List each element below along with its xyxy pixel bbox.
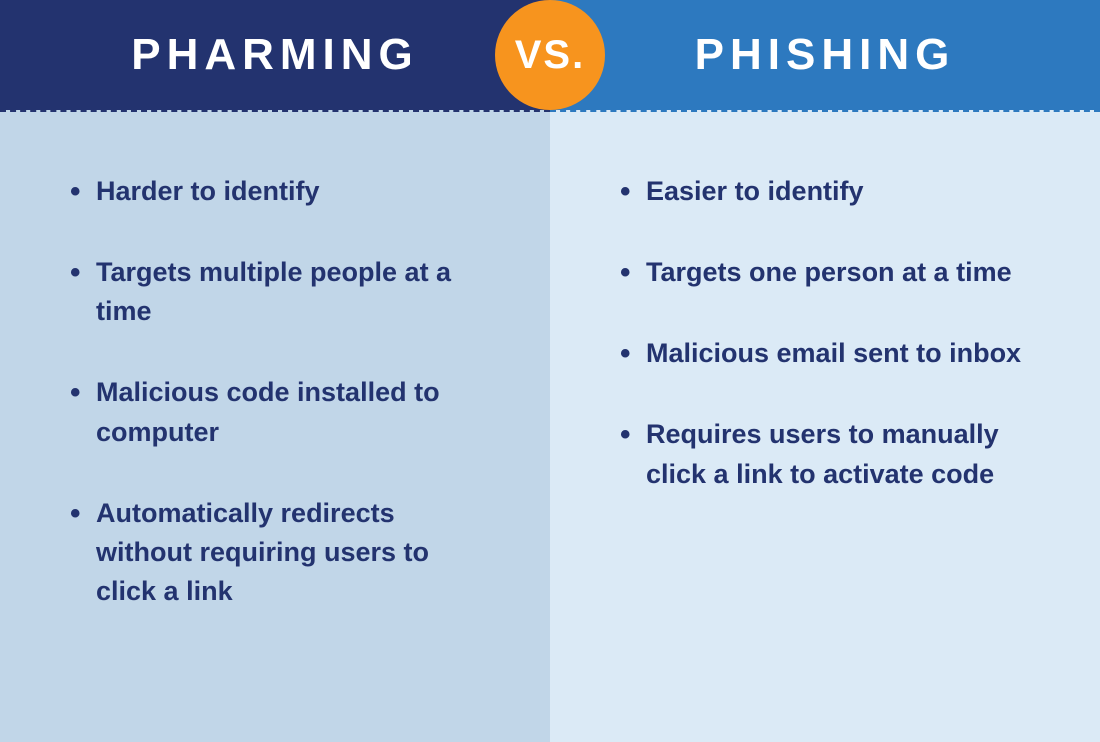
bullet-item: Harder to identify — [70, 172, 490, 211]
bullet-item: Malicious email sent to inbox — [620, 334, 1040, 373]
torn-edge-left — [0, 110, 550, 122]
body-left: Harder to identify Targets multiple peopl… — [0, 122, 550, 742]
bullet-item: Targets multiple people at a time — [70, 253, 490, 331]
torn-edge — [0, 110, 1100, 122]
right-title: PHISHING — [695, 30, 956, 80]
vs-badge: VS. — [495, 0, 605, 110]
body-row: Harder to identify Targets multiple peopl… — [0, 122, 1100, 742]
bullet-item: Malicious code installed to computer — [70, 373, 490, 451]
left-bullet-list: Harder to identify Targets multiple peopl… — [70, 172, 490, 611]
bullet-item: Easier to identify — [620, 172, 1040, 211]
right-bullet-list: Easier to identify Targets one person at … — [620, 172, 1040, 494]
comparison-infographic: PHARMING PHISHING VS. Harder to identify… — [0, 0, 1100, 742]
header-right: PHISHING — [550, 0, 1100, 110]
left-title: PHARMING — [131, 30, 419, 80]
body-right: Easier to identify Targets one person at … — [550, 122, 1100, 742]
bullet-item: Targets one person at a time — [620, 253, 1040, 292]
header-row: PHARMING PHISHING VS. — [0, 0, 1100, 110]
bullet-item: Automatically redirects without requirin… — [70, 494, 490, 611]
header-left: PHARMING — [0, 0, 550, 110]
bullet-item: Requires users to manually click a link … — [620, 415, 1040, 493]
torn-edge-right — [550, 110, 1100, 122]
